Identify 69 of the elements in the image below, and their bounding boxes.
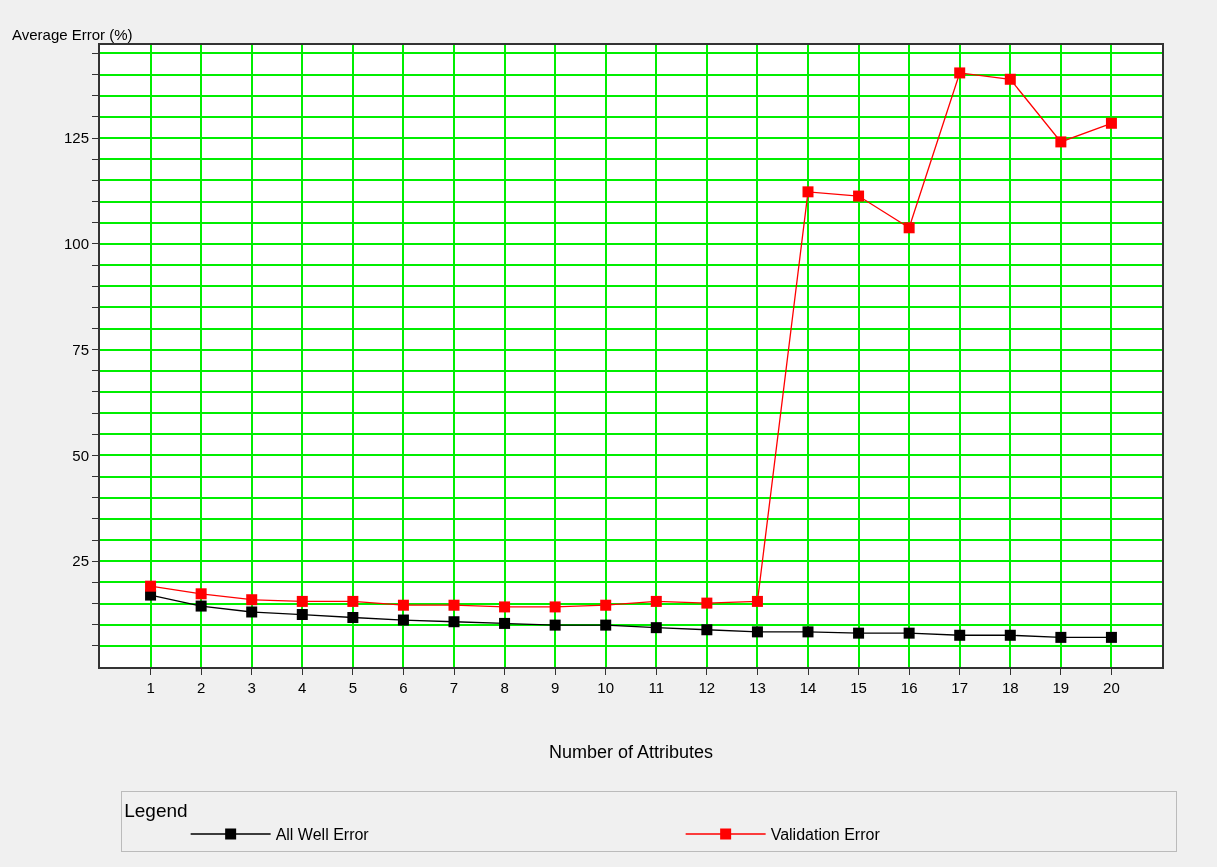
- point: [751, 595, 763, 607]
- point: [549, 619, 561, 631]
- legend-title: Legend: [124, 800, 188, 822]
- x-tick-label: 19: [1052, 679, 1070, 696]
- point: [397, 614, 409, 626]
- point: [853, 190, 865, 202]
- x-tick-label: 2: [196, 679, 206, 696]
- point: [296, 609, 308, 621]
- point: [650, 622, 662, 634]
- point: [903, 222, 915, 234]
- point: [1055, 631, 1067, 643]
- x-tick-label: 4: [298, 679, 307, 696]
- x-tick-label: 6: [399, 679, 408, 696]
- point: [650, 595, 662, 607]
- x-tick-label: 8: [500, 679, 509, 696]
- point: [246, 594, 258, 606]
- point: [1004, 629, 1016, 641]
- x-tick-label: 12: [698, 679, 716, 696]
- x-tick-label: 13: [749, 679, 766, 696]
- point: [347, 595, 359, 607]
- point: [397, 599, 409, 611]
- point: [499, 617, 511, 629]
- point: [195, 600, 207, 612]
- x-tick-label: 5: [348, 679, 358, 696]
- point: [802, 186, 814, 198]
- x-tick-label: 1: [146, 679, 155, 696]
- y-tick-label: 25: [72, 552, 89, 570]
- point: [954, 629, 966, 641]
- x-tick-label: 7: [449, 679, 459, 696]
- point: [600, 619, 612, 631]
- x-tick-label: 20: [1103, 679, 1120, 696]
- legend-label: Validation Error: [770, 826, 881, 844]
- y-tick-label: 75: [72, 340, 89, 358]
- point: [145, 580, 157, 592]
- x-tick-label: 18: [1001, 679, 1019, 696]
- x-tick-label: 14: [799, 679, 817, 696]
- point: [347, 611, 359, 623]
- point: [1004, 73, 1016, 85]
- x-axis-title: Number of Attributes: [548, 741, 714, 762]
- point: [954, 67, 966, 79]
- y-tick-label: 50: [72, 446, 89, 464]
- point: [1105, 631, 1117, 643]
- x-tick-label: 3: [247, 679, 256, 696]
- x-tick-label: 16: [900, 679, 918, 696]
- point: [600, 599, 612, 611]
- point: [1105, 117, 1117, 129]
- point: [701, 624, 713, 636]
- x-tick-label: 10: [597, 679, 615, 696]
- point: [499, 601, 511, 613]
- x-tick-label: 11: [648, 679, 665, 696]
- x-tick-label: 17: [951, 679, 969, 696]
- point: [195, 588, 207, 600]
- point: [751, 626, 763, 638]
- x-tick-label: 15: [850, 679, 867, 696]
- point: [448, 616, 460, 628]
- point: [853, 627, 865, 639]
- legend-label: All Well Error: [275, 826, 370, 844]
- point: [448, 599, 460, 611]
- x-tick-label: 9: [550, 679, 560, 696]
- y-tick-label: 125: [63, 129, 89, 147]
- point: [549, 601, 561, 613]
- point: [802, 626, 814, 638]
- y-axis-title: Average Error (%): [12, 26, 133, 43]
- point: [296, 595, 308, 607]
- point: [903, 627, 915, 639]
- point: [246, 606, 258, 618]
- point: [701, 597, 713, 609]
- y-tick-label: 100: [63, 235, 89, 253]
- point: [1055, 136, 1067, 148]
